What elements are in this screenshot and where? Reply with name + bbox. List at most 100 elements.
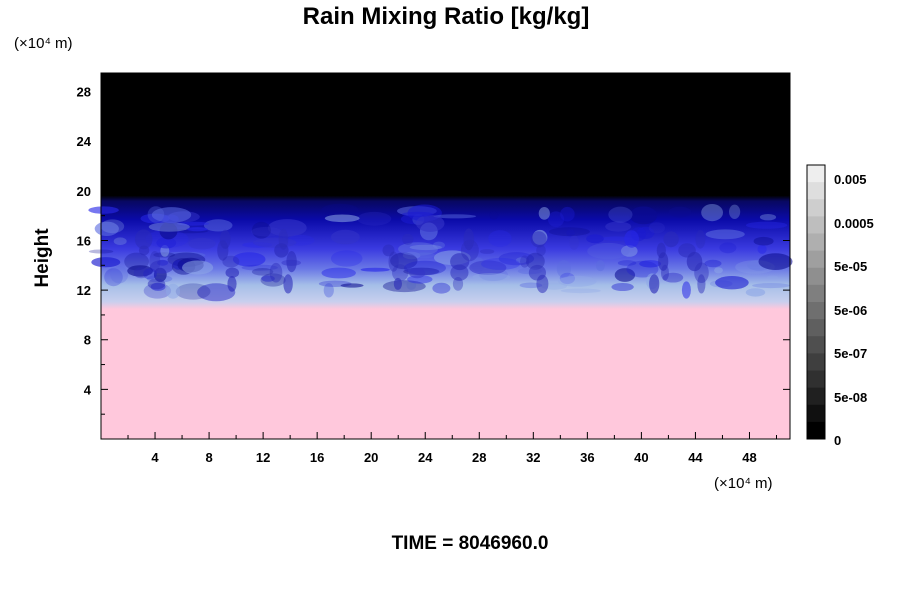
turbulence-patch bbox=[143, 283, 172, 299]
turbulence-patch bbox=[324, 214, 360, 223]
plume-patch bbox=[147, 278, 166, 290]
turbulence-patch bbox=[433, 214, 477, 219]
turbulence-patch bbox=[150, 282, 166, 291]
time-footer: TIME = 8046960.0 bbox=[392, 533, 549, 554]
turbulence-patch bbox=[251, 268, 274, 276]
turbulence-patch bbox=[648, 222, 665, 234]
plot-area bbox=[88, 72, 793, 440]
turbulence-patch bbox=[159, 222, 178, 240]
plume-patch bbox=[528, 264, 547, 281]
x-tick-label: 44 bbox=[688, 450, 703, 465]
turbulence-patch bbox=[587, 242, 630, 260]
x-tick-label: 12 bbox=[256, 450, 270, 465]
turbulence-patch bbox=[559, 272, 576, 285]
plume-patch bbox=[133, 267, 149, 279]
turbulence-patch bbox=[360, 267, 390, 272]
turbulence-patch bbox=[766, 275, 779, 280]
turbulence-patch bbox=[715, 276, 749, 290]
colorbar-swatch bbox=[807, 370, 825, 389]
turbulence-patch bbox=[636, 226, 655, 239]
plume-patch bbox=[695, 230, 706, 249]
turbulence-patch bbox=[242, 242, 273, 248]
plume-patch bbox=[463, 228, 475, 251]
colorbar-swatch bbox=[807, 319, 825, 337]
turbulence-patch bbox=[621, 245, 638, 257]
colorbar-label: 0.005 bbox=[834, 172, 867, 187]
y-tick-label: 16 bbox=[77, 233, 91, 248]
turbulence-patch bbox=[175, 283, 211, 300]
turbulence-patch bbox=[251, 226, 282, 237]
turbulence-patch bbox=[330, 250, 363, 267]
turbulence-patch bbox=[203, 219, 233, 232]
colorbar-label: 5e-05 bbox=[834, 259, 867, 274]
colorbar-swatch bbox=[807, 165, 825, 183]
turbulence-patch bbox=[538, 207, 550, 220]
colorbar-label: 5e-08 bbox=[834, 390, 867, 405]
turbulence-patch bbox=[382, 280, 426, 293]
turbulence-patch bbox=[557, 275, 597, 287]
y-tick-label: 4 bbox=[84, 382, 92, 397]
turbulence-patch bbox=[163, 251, 206, 259]
plume-patch bbox=[678, 243, 696, 258]
turbulence-patch bbox=[705, 229, 745, 240]
turbulence-patch bbox=[261, 275, 275, 282]
turbulence-patch bbox=[390, 252, 418, 270]
x-axis: 4 8 12 16 20 24 28 32 36 40 44 48 bbox=[127, 73, 777, 465]
turbulence-patch bbox=[321, 267, 356, 279]
turbulence-patch bbox=[104, 268, 123, 287]
turbulence-patch bbox=[556, 260, 572, 278]
x-tick-label: 16 bbox=[310, 450, 324, 465]
turbulence-patch bbox=[472, 273, 511, 282]
plume-patch bbox=[663, 231, 679, 248]
turbulence-patch bbox=[160, 245, 170, 257]
turbulence-patch bbox=[548, 227, 590, 237]
plot-frame bbox=[100, 72, 791, 440]
turbulence-patch bbox=[197, 283, 236, 302]
turbulence-patch bbox=[252, 237, 297, 248]
plume-patch bbox=[697, 274, 706, 294]
colorbar-swatch bbox=[807, 216, 825, 235]
turbulence-patch bbox=[251, 221, 271, 239]
colorbar-swatch bbox=[807, 302, 825, 320]
colorbar-swatch bbox=[807, 336, 825, 354]
plume-patch bbox=[520, 255, 530, 268]
plume-patch bbox=[388, 251, 399, 272]
colorbar-label: 0 bbox=[834, 433, 841, 448]
turbulence-patch bbox=[232, 252, 266, 267]
turbulence-patch bbox=[515, 257, 528, 264]
turbulence-patch bbox=[560, 288, 601, 294]
colorbar-label: 0.0005 bbox=[834, 216, 874, 231]
turbulence-patch bbox=[182, 260, 214, 275]
turbulence-patch bbox=[668, 206, 692, 218]
turbulence-patch bbox=[401, 211, 434, 217]
y-tick-label: 28 bbox=[77, 85, 91, 100]
colorbar-swatch bbox=[807, 267, 825, 286]
turbulence-patch bbox=[681, 281, 691, 299]
colorbar-swatch bbox=[807, 421, 825, 440]
chart-title: Rain Mixing Ratio [kg/kg] bbox=[303, 3, 590, 30]
turbulence-patch bbox=[639, 260, 662, 268]
x-axis-unit: (×10⁴ m) bbox=[714, 475, 773, 492]
turbulence-patch bbox=[605, 221, 632, 232]
colorbar-swatch bbox=[807, 250, 825, 269]
turbulence-patch bbox=[143, 268, 157, 280]
colorbar-label: 5e-06 bbox=[834, 303, 867, 318]
turbulence-patch bbox=[113, 237, 127, 245]
colorbar-label: 5e-07 bbox=[834, 346, 867, 361]
turbulence-patch bbox=[701, 204, 723, 222]
turbulence-patch bbox=[626, 260, 659, 278]
turbulence-patch bbox=[100, 219, 125, 234]
plume-patch bbox=[274, 243, 289, 258]
y-axis: 4 8 12 16 20 24 28 bbox=[77, 85, 790, 415]
turbulence-patch bbox=[432, 282, 451, 294]
plume-patch bbox=[450, 253, 470, 271]
turbulence-patch bbox=[566, 229, 575, 237]
turbulence-patch bbox=[260, 273, 286, 287]
plume-patch bbox=[134, 229, 153, 250]
plume-patch bbox=[227, 276, 237, 292]
turbulence-patch bbox=[398, 242, 438, 256]
y-tick-label: 12 bbox=[77, 283, 91, 298]
x-tick-label: 4 bbox=[151, 450, 159, 465]
turbulence-patch bbox=[403, 267, 440, 276]
